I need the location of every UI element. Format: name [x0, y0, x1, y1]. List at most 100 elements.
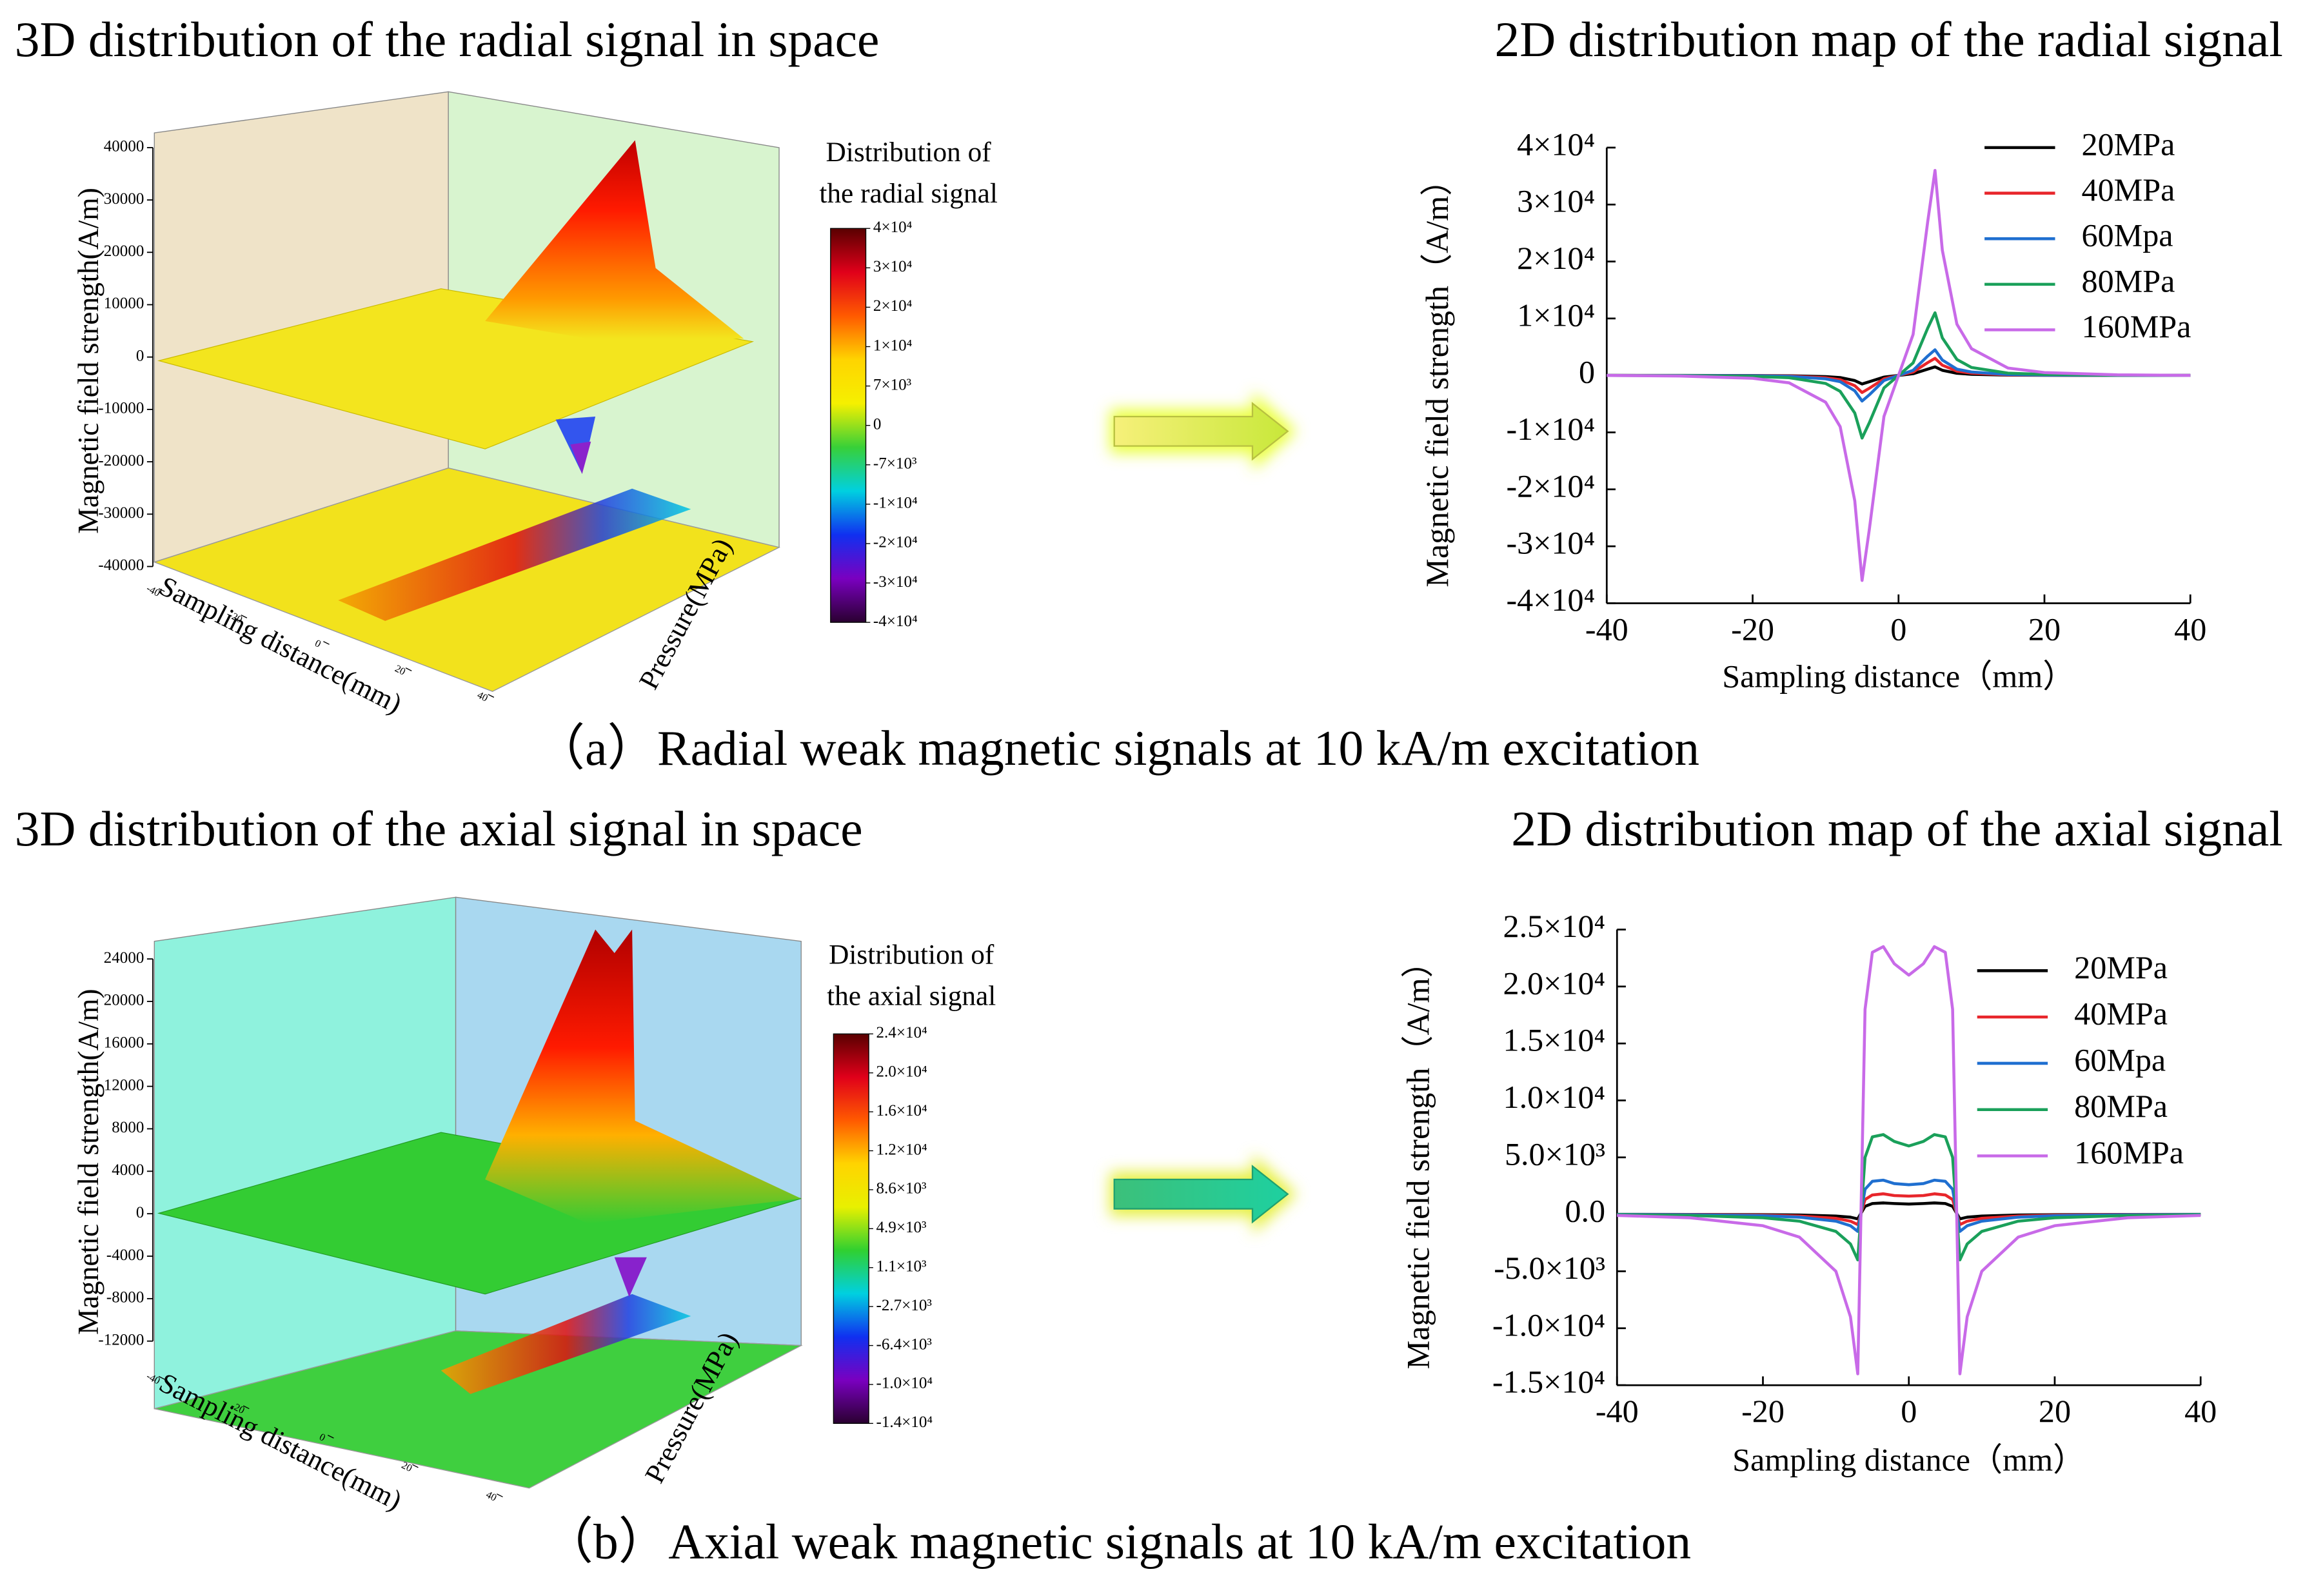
legend-label: 80MPa: [2082, 262, 2175, 299]
chart: 2D distribution map of the radial signal…: [1419, 12, 2283, 694]
arrow-body: [1113, 402, 1289, 461]
x-tick: [323, 641, 330, 645]
colorbar-tick-label: -2.7×10³: [876, 1297, 932, 1314]
y-axis-title: Magnetic field strength（A/m）: [1400, 945, 1436, 1369]
colorbar-title: the axial signal: [827, 981, 996, 1012]
z-tick-label: -8000: [106, 1289, 144, 1306]
caption: （b）Axial weak magnetic signals at 10 kA/…: [544, 1514, 1692, 1570]
colorbar-tick-label: -1.0×10⁴: [876, 1375, 933, 1392]
y-tick-label: 0.0: [1565, 1193, 1605, 1229]
x-tick-label: 40: [2184, 1393, 2217, 1429]
legend-label: 60Mpa: [2082, 217, 2173, 253]
z-tick-label: -4000: [106, 1246, 144, 1264]
y-axis-title: Magnetic field strength（A/m）: [1419, 164, 1455, 587]
z-tick-label: -12000: [98, 1331, 144, 1348]
z-tick-label: -30000: [98, 504, 144, 522]
surface-peak: [485, 929, 802, 1224]
x-tick-label: 20: [2028, 611, 2061, 647]
series-line: [1617, 1178, 2201, 1233]
x-tick: [412, 1464, 419, 1468]
colorbar-tick-label: -1×10⁴: [873, 495, 918, 512]
colorbar-tick-label: 0: [873, 415, 882, 433]
x-tick-label: -20: [1741, 1393, 1785, 1429]
z-axis-title: Magnetic field strength(A/m): [72, 989, 104, 1335]
z-axis-title: Magnetic field strength(A/m): [72, 188, 104, 534]
x-tick: [488, 694, 495, 698]
surface-dip: [570, 441, 591, 474]
colorbar-tick-label: 3×10⁴: [873, 258, 913, 275]
colorbar-tick-label: 2.4×10⁴: [876, 1024, 927, 1041]
x-tick: [242, 1405, 250, 1410]
z-tick-label: 16000: [104, 1034, 144, 1052]
legend-label: 160MPa: [2082, 308, 2191, 344]
x-tick-label: 40: [2174, 611, 2206, 647]
x-tick-label: -40: [1596, 1393, 1639, 1429]
series-line: [1607, 168, 2191, 582]
x-tick: [158, 1375, 165, 1380]
arrow: [1109, 1154, 1297, 1234]
colorbar-tick-label: -1.4×10⁴: [876, 1414, 933, 1431]
series-line: [1617, 945, 2201, 1375]
colorbar-title: Distribution of: [829, 940, 994, 970]
y-tick-label: 2.0×10⁴: [1503, 965, 1606, 1001]
x-tick-label: 20: [393, 663, 407, 677]
legend-label: 20MPa: [2074, 949, 2168, 985]
z-tick-label: 0: [136, 1204, 144, 1221]
z-tick-label: 24000: [104, 949, 144, 967]
colorbar-tick-label: -7×10³: [873, 455, 917, 473]
y-tick-label: 5.0×10³: [1505, 1136, 1605, 1172]
legend-label: 40MPa: [2074, 996, 2168, 1032]
z-tick-label: 12000: [104, 1076, 144, 1094]
legend-label: 20MPa: [2082, 126, 2175, 162]
x-tick-label: -40: [1585, 611, 1628, 647]
legend-label: 40MPa: [2082, 172, 2175, 208]
y-tick-label: -1×10⁴: [1506, 411, 1595, 447]
x-tick-label: 40: [475, 689, 490, 704]
colorbar-tick-label: 7×10³: [873, 376, 912, 393]
x-tick-label: 0: [1890, 611, 1906, 647]
colorbar-tick-label: -4×10⁴: [873, 613, 918, 630]
y-tick-label: 2×10⁴: [1517, 240, 1595, 276]
colorbar-tick-label: 1.1×10³: [876, 1257, 927, 1275]
y-tick-label: 3×10⁴: [1517, 183, 1595, 219]
arrow: [1109, 391, 1297, 471]
y-tick-label: -1.5×10⁴: [1492, 1364, 1605, 1400]
chart-title: 3D distribution of the axial signal in s…: [15, 801, 863, 856]
x-tick-label: 40: [484, 1489, 499, 1503]
x-tick-label: 20: [2039, 1393, 2071, 1429]
colorbar-tick-label: 1×10⁴: [873, 337, 913, 354]
z-tick-label: 10000: [104, 295, 144, 312]
z-tick-label: -40000: [98, 557, 144, 574]
y-tick-label: 1×10⁴: [1517, 297, 1595, 333]
colorbar-tick-label: 2.0×10⁴: [876, 1063, 927, 1080]
y-tick-label: -3×10⁴: [1506, 525, 1595, 561]
z-tick-label: 30000: [104, 190, 144, 208]
y-tick-label: -1.0×10⁴: [1492, 1306, 1605, 1343]
colorbar: [830, 228, 867, 623]
colorbar-tick-label: -2×10⁴: [873, 534, 918, 551]
surface-radial: [153, 91, 781, 692]
arrow-body: [1113, 1165, 1289, 1224]
chart: 3D distribution of the radial signal in …: [15, 12, 998, 720]
x-axis-title: Sampling distance（mm）: [1722, 658, 2075, 695]
colorbar: [833, 1033, 869, 1424]
chart-title: 3D distribution of the radial signal in …: [15, 12, 880, 67]
colorbar-title: Distribution of: [826, 137, 992, 168]
legend-label: 80MPa: [2074, 1088, 2168, 1124]
y-tick-label: 4×10⁴: [1517, 126, 1595, 162]
series-line: [1617, 1133, 2201, 1262]
z-tick-label: -10000: [98, 400, 144, 417]
colorbar-tick-label: -6.4×10³: [876, 1335, 932, 1353]
x-tick-label: 0: [1901, 1393, 1917, 1429]
x-tick-label: -20: [1731, 611, 1774, 647]
y-tick-label: 2.5×10⁴: [1503, 908, 1606, 944]
y-tick-label: -5.0×10³: [1494, 1250, 1605, 1286]
legend-label: 160MPa: [2074, 1134, 2184, 1170]
colorbar-tick-label: 8.6×10³: [876, 1180, 927, 1197]
surface-peak: [485, 140, 744, 339]
z-tick-label: 0: [136, 347, 144, 364]
colorbar-tick-label: 1.6×10⁴: [876, 1102, 927, 1119]
y-tick-label: -2×10⁴: [1506, 468, 1595, 504]
colorbar-title: the radial signal: [819, 178, 998, 209]
